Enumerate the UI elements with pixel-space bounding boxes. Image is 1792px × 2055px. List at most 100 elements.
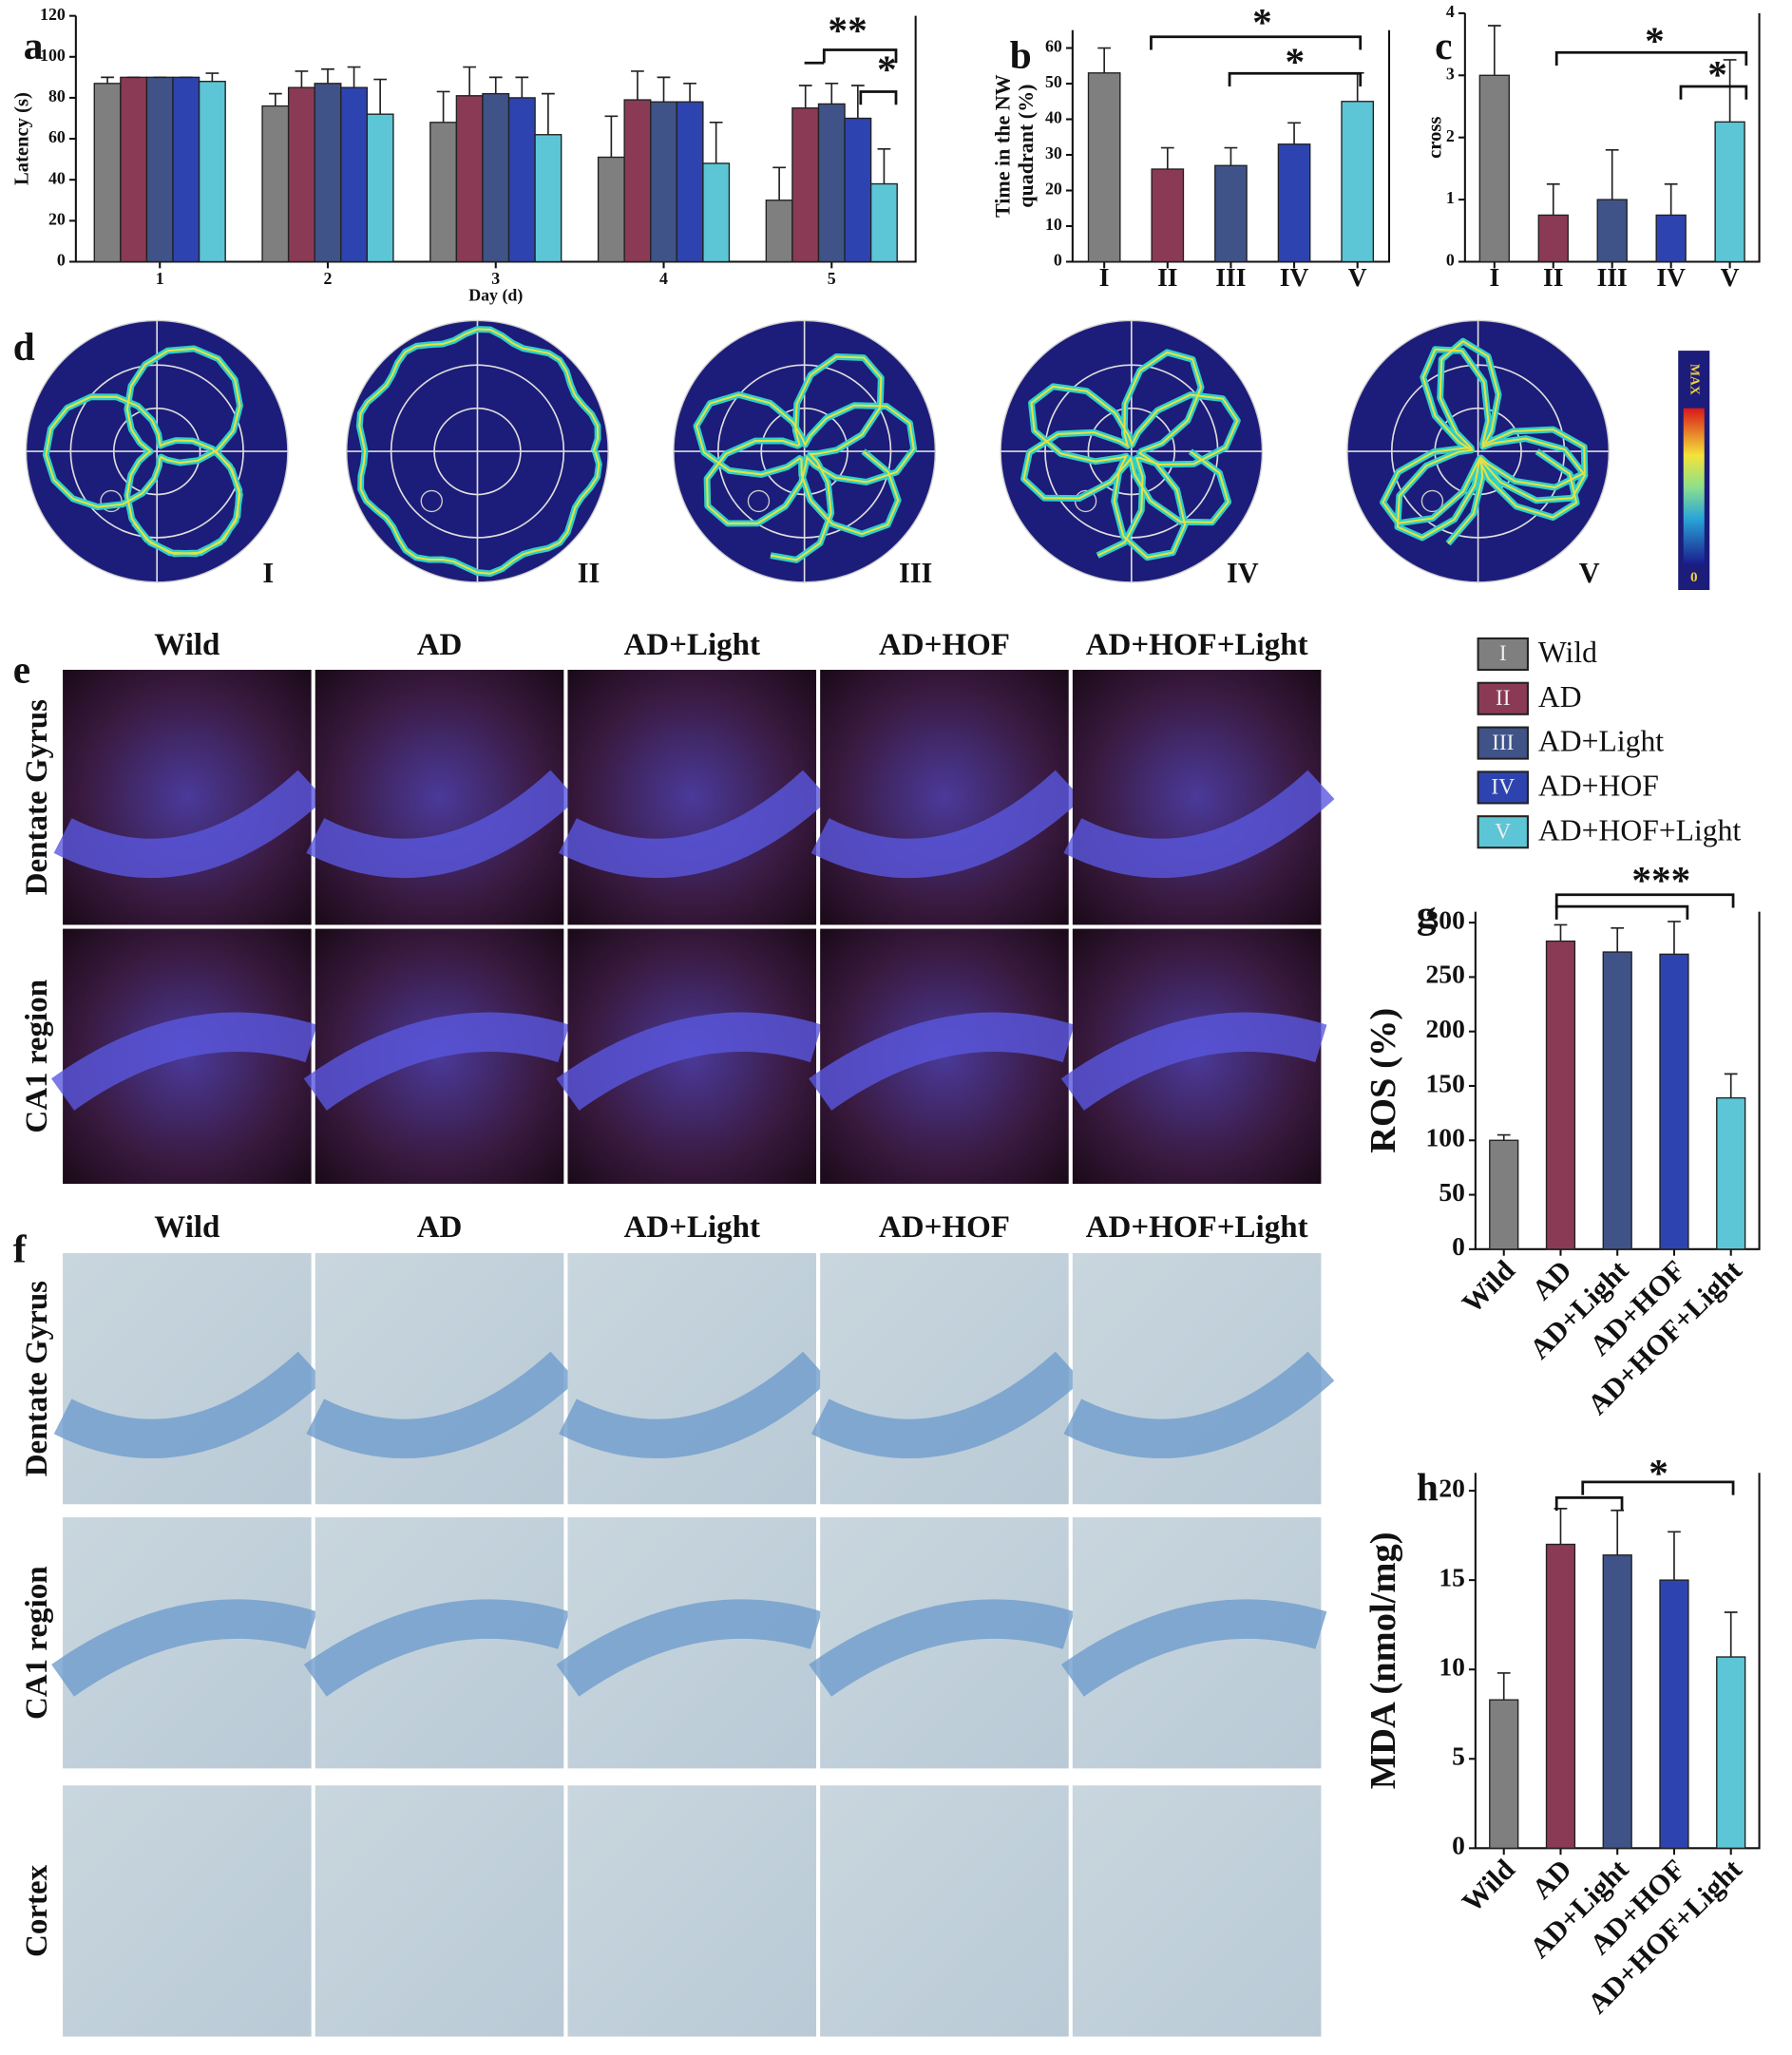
- y-tick-label: 120: [40, 5, 66, 24]
- group-label: IV: [1227, 557, 1259, 589]
- legend-label: AD+HOF: [1538, 770, 1659, 803]
- column-title: AD+Light: [623, 1210, 760, 1245]
- error-bar: [268, 92, 282, 106]
- y-tick-label: 20: [48, 209, 66, 228]
- swim-path-core: [695, 355, 915, 561]
- significance-label: *: [1252, 0, 1272, 44]
- bar: [1602, 1554, 1632, 1850]
- significance-bracket: [1554, 904, 1689, 920]
- error-bar: [877, 148, 891, 184]
- error-bar: [604, 115, 619, 158]
- micrograph: [315, 1785, 564, 2037]
- bar: [1602, 951, 1632, 1250]
- legend-swatch: [1477, 815, 1529, 849]
- swim-path-core: [1022, 351, 1239, 559]
- panel-letter: e: [13, 648, 30, 692]
- error-bar: [1350, 71, 1364, 102]
- error-bar: [1497, 1672, 1511, 1701]
- x-tick-label: 5: [828, 269, 836, 288]
- micrograph: [63, 1785, 312, 2037]
- x-tick-label: III: [1215, 262, 1246, 292]
- error-bar: [101, 76, 114, 84]
- column-title: AD+HOF: [879, 1210, 1010, 1245]
- y-tick-label: 40: [1045, 108, 1062, 127]
- x-tick-label: 2: [324, 269, 333, 288]
- significance-bracket: [1554, 50, 1748, 66]
- bar: [1489, 1139, 1519, 1250]
- x-tick-label: I: [1489, 262, 1499, 292]
- bar: [429, 122, 458, 263]
- bar: [869, 182, 898, 263]
- significance-bracket: [804, 48, 898, 65]
- cell-layer: [53, 1351, 325, 1458]
- bar: [1214, 164, 1248, 263]
- error-bar: [631, 70, 644, 101]
- error-bar: [542, 92, 555, 135]
- cell-layer: [53, 770, 325, 878]
- column-title: Wild: [154, 1210, 219, 1245]
- row-label: Cortex: [20, 1864, 54, 1957]
- x-tick-label: III: [1597, 262, 1628, 292]
- y-axis-label: MDA (nmol/mg): [1363, 1532, 1403, 1789]
- error-bar: [1664, 182, 1678, 216]
- bar: [844, 117, 872, 263]
- panel-letter: a: [24, 24, 44, 67]
- bar: [340, 86, 369, 263]
- y-tick-label: 0: [1452, 1231, 1465, 1261]
- column-title: AD+HOF+Light: [1086, 628, 1308, 662]
- row-label: Dentate Gyrus: [20, 699, 54, 895]
- bar: [120, 76, 148, 263]
- legend-swatch: [1477, 771, 1529, 805]
- cell-layer: [809, 1599, 1075, 1697]
- column-title: AD+HOF: [879, 628, 1010, 662]
- bar: [817, 103, 846, 263]
- bar: [287, 86, 315, 263]
- y-axis-label: cross: [1424, 117, 1445, 159]
- group-label: III: [899, 557, 932, 589]
- bar: [1537, 214, 1569, 263]
- panel-letter: d: [13, 325, 35, 369]
- bar: [1659, 1579, 1689, 1850]
- y-tick-label: 60: [48, 127, 66, 146]
- bar: [1655, 214, 1687, 263]
- column-title: AD: [417, 1210, 463, 1245]
- error-bar: [1724, 1611, 1738, 1658]
- bar: [1545, 1543, 1576, 1850]
- bar: [1596, 199, 1628, 263]
- cell-layer: [1063, 1351, 1335, 1458]
- swim-path-core: [45, 347, 241, 555]
- x-tick-label: II: [1157, 262, 1177, 292]
- y-tick-label: 80: [48, 86, 66, 105]
- bar: [1716, 1096, 1746, 1250]
- x-tick-label: IV: [1656, 262, 1686, 292]
- legend-swatch: [1477, 681, 1529, 715]
- significance-label: *: [1707, 52, 1727, 96]
- error-bar: [1611, 927, 1625, 953]
- significance-bracket: [1554, 1496, 1624, 1512]
- y-axis-label: Latency (s): [12, 92, 33, 185]
- bar: [198, 80, 226, 263]
- y-tick-label: 300: [1426, 904, 1465, 934]
- cell-layer: [51, 1012, 317, 1111]
- bar: [366, 113, 394, 263]
- significance-bracket: [1150, 35, 1363, 50]
- bar: [623, 99, 652, 263]
- y-tick-label: 200: [1426, 1014, 1465, 1043]
- maze-cross: [673, 320, 936, 582]
- significance-bracket: [1581, 1480, 1735, 1495]
- bar: [597, 156, 625, 263]
- bar: [1341, 101, 1375, 263]
- platform: [747, 489, 771, 513]
- significance-label: **: [828, 8, 867, 51]
- y-tick-label: 1: [1446, 188, 1455, 207]
- bar: [172, 76, 200, 263]
- colorbar-min: 0: [1690, 570, 1698, 585]
- error-bar: [1546, 182, 1560, 216]
- group-label: II: [578, 557, 601, 589]
- bar: [1277, 143, 1311, 263]
- significance-label: *: [1649, 1451, 1668, 1494]
- cell-layer: [51, 1599, 317, 1697]
- y-tick-label: 5: [1452, 1741, 1465, 1771]
- x-axis-label: Day (d): [468, 286, 523, 306]
- error-bar: [1723, 59, 1737, 123]
